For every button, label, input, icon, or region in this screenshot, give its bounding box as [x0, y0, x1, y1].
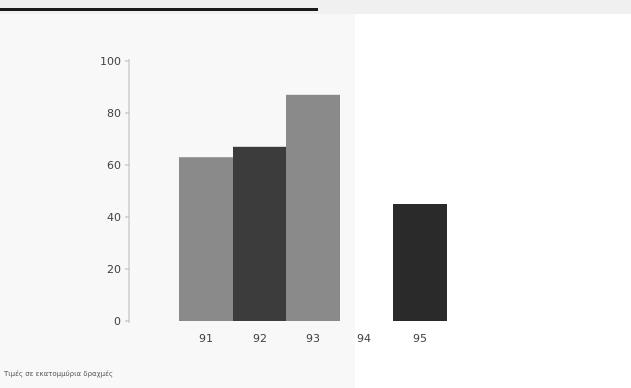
x-tick-label: 95	[413, 332, 427, 345]
x-tick-label: 92	[253, 332, 267, 345]
x-tick-label: 94	[357, 332, 371, 345]
top-divider	[0, 8, 318, 11]
y-tick-label: 20	[107, 263, 121, 276]
bars	[179, 94, 447, 321]
y-tick-label: 60	[107, 159, 121, 172]
x-tick-label: 93	[306, 332, 320, 345]
y-tick-label: 100	[100, 55, 121, 68]
chart-caption: Τιμές σε εκατομμύρια δραχμές	[4, 370, 114, 378]
bar-91	[179, 157, 233, 321]
y-tick-label: 80	[107, 107, 121, 120]
bar-92	[233, 146, 287, 321]
x-axis-labels: 91 92 93 94 95	[199, 332, 427, 345]
y-tick-label: 40	[107, 211, 121, 224]
bar-93	[286, 94, 340, 321]
bar-95	[393, 204, 447, 321]
x-tick-label: 91	[199, 332, 213, 345]
y-tick-label: 0	[114, 315, 121, 328]
y-axis: 0 20 40 60 80 100	[100, 55, 130, 328]
